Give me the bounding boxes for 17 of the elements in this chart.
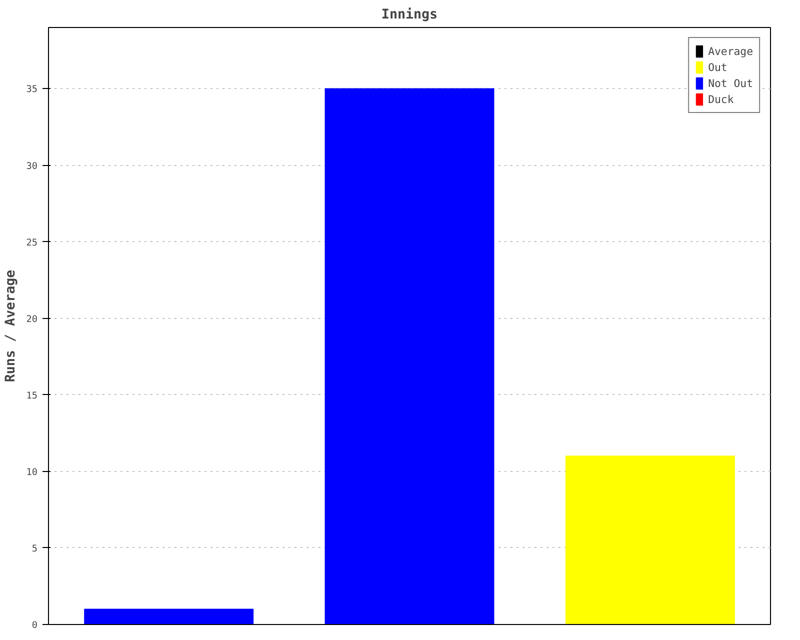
bar — [565, 456, 735, 624]
y-tick-label: 30 — [26, 160, 38, 172]
y-tick-label: 10 — [26, 466, 38, 478]
y-tick-label: 25 — [26, 237, 38, 248]
y-tick-label: 20 — [26, 314, 38, 325]
legend-label: Not Out — [708, 76, 753, 90]
y-axis-title: Runs / Average — [3, 270, 18, 382]
legend-label: Duck — [708, 92, 734, 106]
y-tick-label: 15 — [26, 390, 38, 402]
bar — [84, 608, 254, 624]
y-tick-label: 35 — [26, 84, 38, 96]
y-tick-label: 5 — [32, 543, 38, 554]
legend-label: Out — [708, 60, 728, 74]
chart-title: Innings — [381, 8, 438, 22]
y-tick-label: 0 — [32, 620, 38, 631]
bar — [324, 88, 494, 624]
legend-label: Average — [708, 44, 753, 58]
